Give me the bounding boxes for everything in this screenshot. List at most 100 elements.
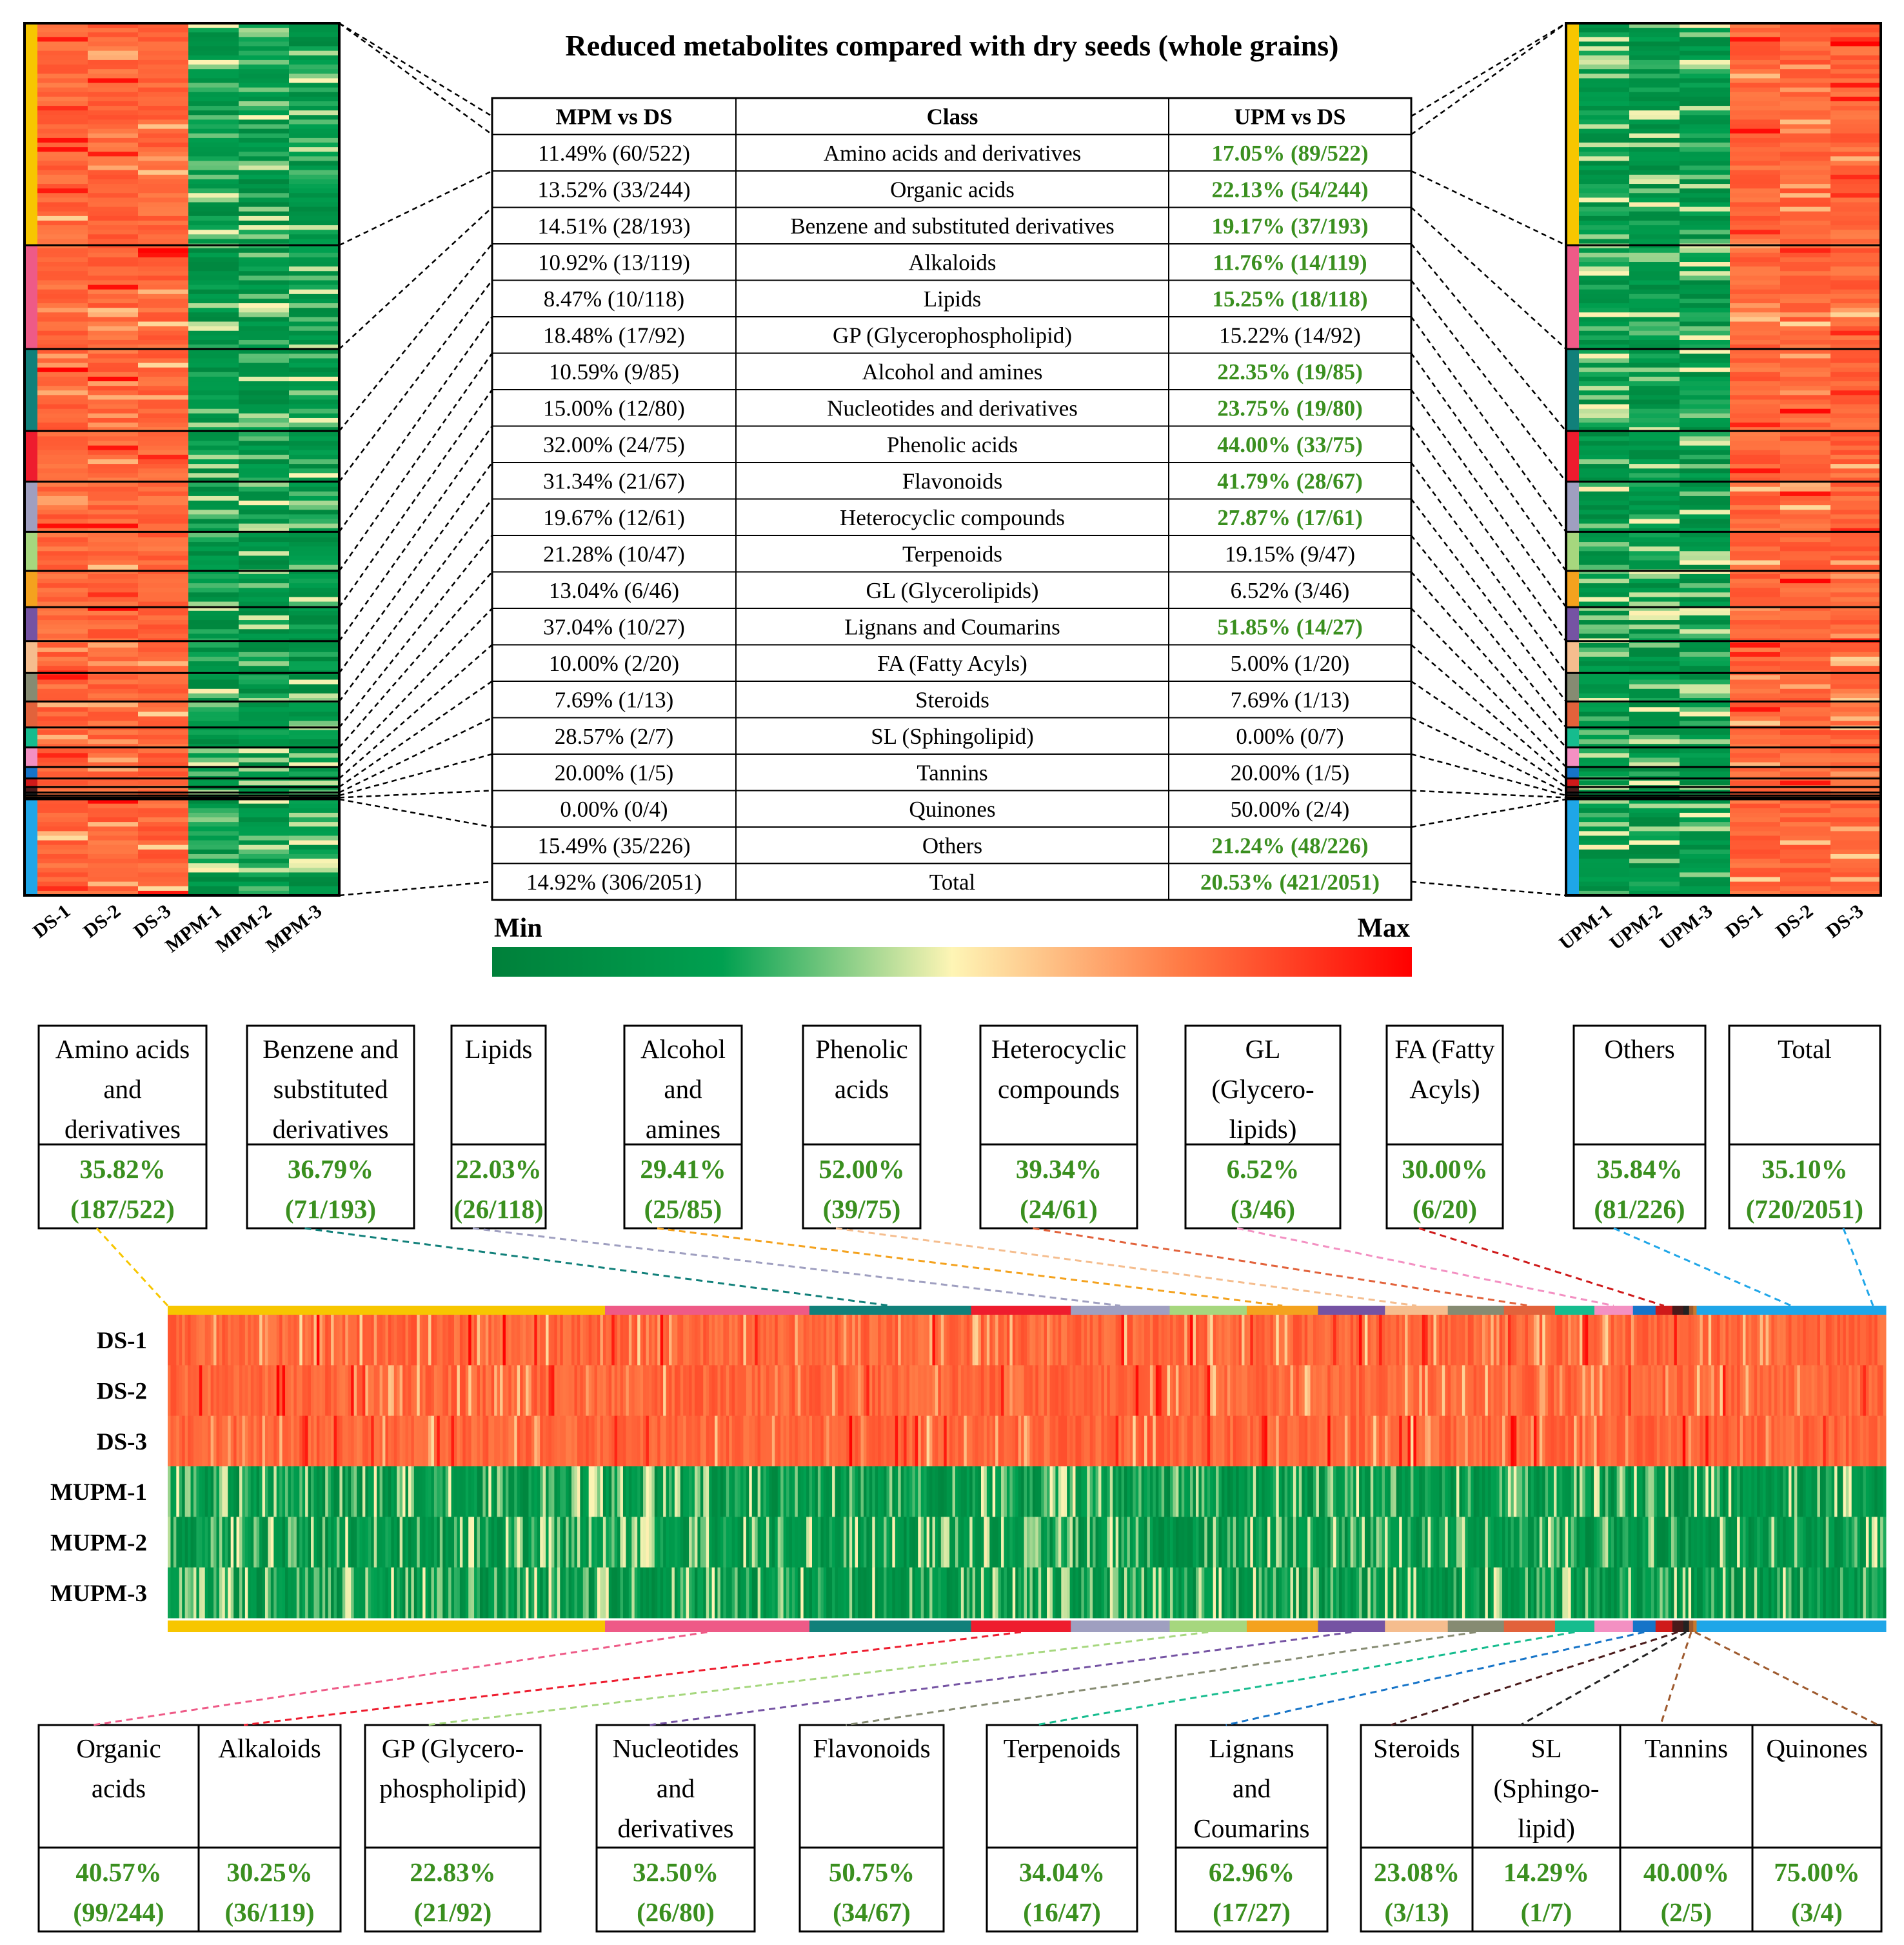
heat-cell: [1780, 546, 1831, 552]
heat-cell: [1730, 468, 1781, 474]
heat-cell: [663, 1315, 666, 1366]
class-color-bar-bottom: [1696, 1621, 1886, 1632]
heat-cell: [170, 1517, 174, 1568]
heat-cell: [380, 1315, 383, 1366]
connector-right: [1411, 718, 1566, 793]
heat-cell: [1730, 661, 1781, 666]
heat-cell: [362, 1466, 366, 1517]
heat-cell: [213, 1365, 217, 1416]
heat-cell: [1579, 561, 1630, 566]
heat-cell: [1018, 1365, 1022, 1416]
heat-cell: [1617, 1365, 1620, 1416]
heat-cell: [1730, 175, 1781, 180]
heat-cell: [188, 74, 239, 79]
heat-cell: [188, 693, 239, 699]
heat-cell: [1730, 551, 1781, 556]
heat-cell: [1763, 1466, 1766, 1517]
heat-cell: [371, 1365, 374, 1416]
heat-cell: [1571, 1466, 1574, 1517]
heat-cell: [1730, 106, 1781, 111]
heat-cell: [1780, 28, 1831, 33]
heat-cell: [289, 735, 340, 740]
heat-cell: [1677, 1466, 1680, 1517]
heat-cell: [1579, 542, 1630, 547]
heat-cell: [1485, 1416, 1488, 1467]
heat-cell: [289, 524, 340, 529]
heat-cell: [1680, 886, 1730, 892]
heat-cell: [692, 1416, 695, 1467]
heat-cell: [769, 1365, 772, 1416]
heat-cell: [789, 1315, 792, 1366]
heat-cell: [289, 188, 340, 194]
heat-cell: [88, 841, 139, 846]
heat-cell: [138, 730, 189, 735]
heat-cell: [1780, 620, 1831, 625]
heat-cell: [546, 1315, 549, 1366]
heat-cell: [1629, 280, 1680, 285]
heat-cell: [1038, 1315, 1042, 1366]
heat-cell: [1047, 1315, 1050, 1366]
heat-cell: [860, 1365, 864, 1416]
heat-cell: [1629, 473, 1680, 478]
heat-cell: [858, 1416, 861, 1467]
heat-cell: [1820, 1365, 1823, 1416]
heat-cell: [1614, 1315, 1617, 1366]
heat-cell: [239, 46, 290, 52]
heat-cell: [755, 1416, 758, 1467]
heat-cell: [289, 505, 340, 510]
heat-cell: [1669, 1416, 1672, 1467]
heat-cell: [1514, 1416, 1517, 1467]
heat-cell: [1730, 597, 1781, 602]
heat-cell: [88, 804, 139, 809]
heat-cell: [138, 322, 189, 327]
heat-cell: [37, 542, 88, 547]
heat-cell: [138, 455, 189, 460]
connector-left: [339, 354, 492, 572]
heat-cell: [1730, 340, 1781, 345]
heat-cell: [454, 1416, 457, 1467]
heat-cell: [729, 1315, 732, 1366]
heat-cell: [597, 1365, 600, 1416]
heat-cell: [1629, 216, 1680, 221]
heat-cell: [397, 1416, 400, 1467]
heat-cell: [1830, 312, 1881, 317]
heat-cell: [1637, 1315, 1640, 1366]
heat-cell: [289, 253, 340, 258]
heat-cell: [426, 1315, 429, 1366]
heat-cell: [1749, 1466, 1752, 1517]
heat-cell: [528, 1416, 531, 1467]
heat-cell: [1680, 597, 1730, 602]
heat-cell: [1579, 92, 1630, 97]
heat-cell: [138, 689, 189, 694]
heat-cell: [1568, 1315, 1571, 1366]
heat-cell: [1227, 1365, 1231, 1416]
heat-cell: [755, 1315, 758, 1366]
heat-cell: [1190, 1315, 1193, 1366]
heat-cell: [1843, 1416, 1846, 1467]
heat-cell: [402, 1365, 406, 1416]
heat-cell: [138, 537, 189, 543]
heat-cell: [571, 1365, 575, 1416]
heat-cell: [1579, 455, 1630, 460]
heat-cell: [1579, 46, 1630, 52]
heat-cell: [88, 129, 139, 134]
heat-cell: [1448, 1365, 1451, 1416]
heat-cell: [1184, 1466, 1187, 1517]
heat-cell: [1347, 1466, 1351, 1517]
heat-cell: [1597, 1315, 1600, 1366]
heat-cell: [1562, 1466, 1565, 1517]
heat-cell: [283, 1365, 286, 1416]
heat-cell: [1070, 1416, 1073, 1467]
heat-cell: [1680, 707, 1730, 712]
heat-cell: [1830, 212, 1881, 217]
heat-cell: [1730, 835, 1781, 841]
heat-cell: [1608, 1315, 1611, 1366]
heat-cell: [138, 441, 189, 446]
heat-cell: [239, 129, 290, 134]
heat-cell: [540, 1466, 543, 1517]
heat-cell: [1491, 1466, 1494, 1517]
heat-cell: [1144, 1315, 1147, 1366]
heat-cell: [566, 1315, 569, 1366]
heat-cell: [1806, 1315, 1809, 1366]
heat-cell: [1863, 1315, 1866, 1366]
